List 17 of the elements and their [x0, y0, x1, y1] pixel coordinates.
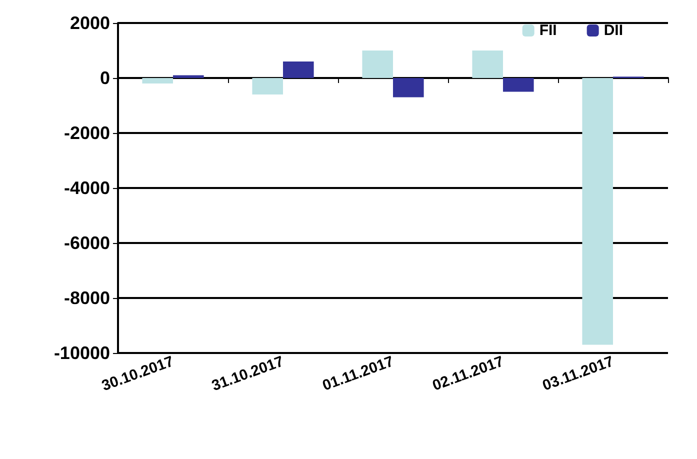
bar — [283, 62, 314, 78]
y-tick-label: -6000 — [64, 233, 110, 253]
bar — [173, 75, 204, 78]
bar — [252, 78, 283, 94]
y-tick-label: -4000 — [64, 178, 110, 198]
bar — [472, 50, 503, 78]
y-tick-label: 2000 — [70, 13, 110, 33]
legend-label: DII — [604, 22, 624, 39]
bar — [582, 78, 613, 345]
y-tick-label: -8000 — [64, 288, 110, 308]
y-tick-label: 0 — [100, 68, 110, 88]
y-tick-label: -2000 — [64, 123, 110, 143]
bar — [503, 78, 534, 92]
bar — [362, 50, 393, 78]
legend-label: FII — [539, 22, 557, 39]
bar — [142, 78, 173, 84]
bar — [393, 78, 424, 98]
